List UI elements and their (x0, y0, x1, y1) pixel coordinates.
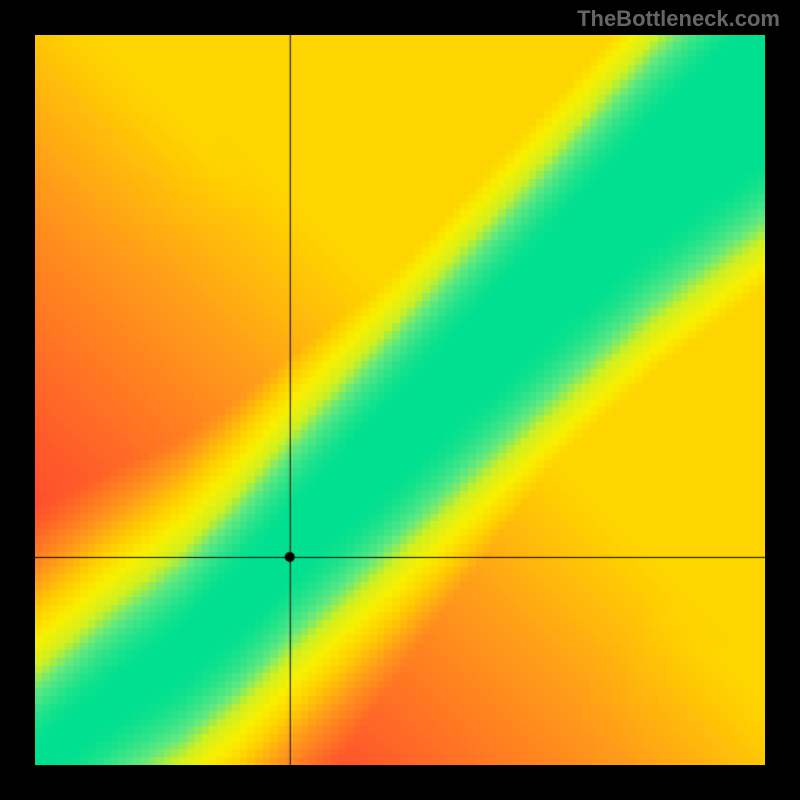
watermark-text: TheBottleneck.com (577, 6, 780, 32)
heatmap-canvas (35, 35, 765, 765)
chart-container: TheBottleneck.com (0, 0, 800, 800)
